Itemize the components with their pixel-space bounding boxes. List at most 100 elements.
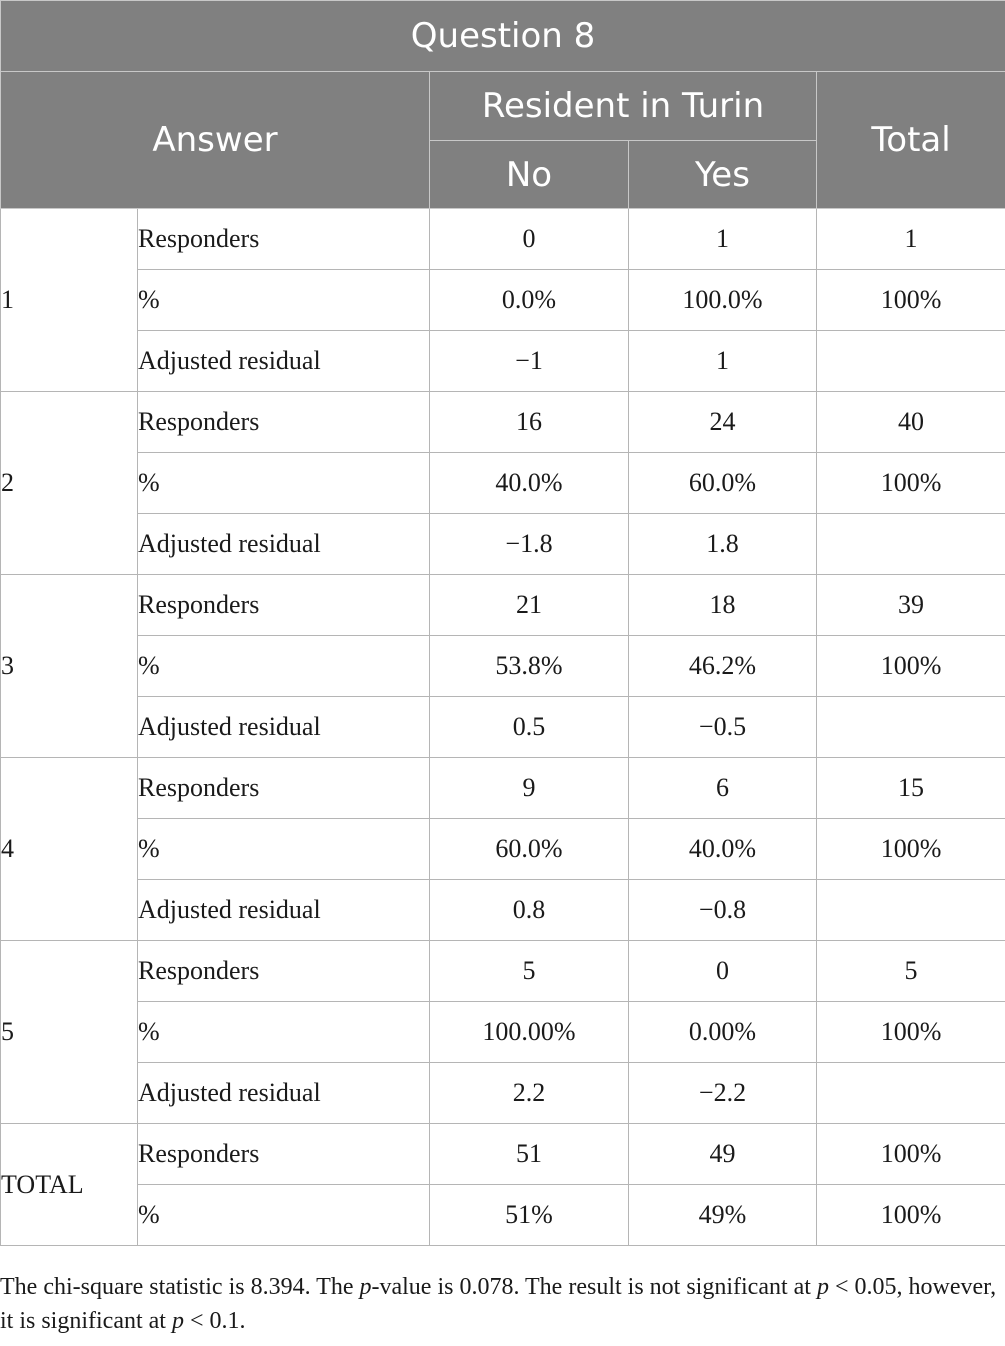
no-value: 16 <box>429 391 629 453</box>
metric-label: Adjusted residual <box>137 696 430 758</box>
answer-group-label: 2 <box>0 391 138 575</box>
table-row: 5 Responders 5 0 5 <box>0 940 1005 1124</box>
no-column-header: No <box>429 140 629 209</box>
total-value: 100% <box>815 818 1005 880</box>
no-value: 2.2 <box>429 1062 629 1124</box>
yes-value: 1 <box>628 330 817 392</box>
total-value <box>815 1062 1005 1124</box>
answer-group-label: 5 <box>0 940 138 1124</box>
table-row: % 40.0% 60.0% 100% <box>1 452 1005 514</box>
no-value: 60.0% <box>429 818 629 880</box>
no-value: 40.0% <box>429 452 629 514</box>
yes-value: −0.8 <box>628 879 817 941</box>
metric-label: Adjusted residual <box>137 879 430 941</box>
footnote-text-4: < 0.1. <box>183 1308 246 1334</box>
table-row: % 0.0% 100.0% 100% <box>1 269 1005 331</box>
table-row: % 51% 49% 100% <box>1 1184 1005 1246</box>
answer-group-label: 1 <box>0 208 138 392</box>
table-row: TOTAL Responders 51 49 100% <box>0 1123 1005 1246</box>
total-value: 100% <box>815 1123 1005 1185</box>
no-value: 21 <box>429 574 629 636</box>
metric-label: % <box>137 1001 430 1063</box>
table-row: Adjusted residual 0.8 −0.8 <box>1 879 1005 941</box>
answer-group-label: 4 <box>0 757 138 941</box>
yes-value: 0.00% <box>628 1001 817 1063</box>
metric-label: % <box>137 635 430 697</box>
footnote-p-symbol: p <box>359 1274 372 1300</box>
yes-value: 100.0% <box>628 269 817 331</box>
total-value: 100% <box>815 452 1005 514</box>
table-row: Adjusted residual 0.5 −0.5 <box>1 696 1005 758</box>
metric-label: Adjusted residual <box>137 330 430 392</box>
metric-label: Adjusted residual <box>137 513 430 575</box>
footnote-text-2: -value is 0.078. The result is not signi… <box>371 1274 817 1300</box>
results-table: Question 8 Answer Resident in Turin Tota… <box>0 0 1005 1246</box>
table-row: 3 Responders 21 18 39 <box>0 574 1005 758</box>
metric-label: Adjusted residual <box>137 1062 430 1124</box>
metric-label: Responders <box>137 1123 430 1185</box>
total-value <box>815 513 1005 575</box>
total-value: 1 <box>815 208 1005 270</box>
no-value: 100.00% <box>429 1001 629 1063</box>
yes-value: 6 <box>628 757 817 819</box>
no-value: 0.5 <box>429 696 629 758</box>
footnote-text-1: The chi-square statistic is 8.394. The <box>0 1274 360 1300</box>
footnote-text-3: < 0.05, however, it is significant at <box>0 1274 997 1334</box>
resident-in-turin-header: Resident in Turin <box>429 71 817 141</box>
answer-group-label: TOTAL <box>0 1123 138 1246</box>
total-value: 39 <box>815 574 1005 636</box>
table-title: Question 8 <box>0 0 1005 72</box>
metric-label: % <box>137 1184 430 1246</box>
metric-label: Responders <box>137 757 430 819</box>
total-value: 5 <box>815 940 1005 1002</box>
yes-value: 49% <box>628 1184 817 1246</box>
no-value: 0.8 <box>429 879 629 941</box>
metric-label: Responders <box>137 391 430 453</box>
total-value <box>815 879 1005 941</box>
yes-value: 18 <box>628 574 817 636</box>
table-row: % 60.0% 40.0% 100% <box>1 818 1005 880</box>
total-value: 100% <box>815 1001 1005 1063</box>
total-value: 100% <box>815 635 1005 697</box>
no-value: 9 <box>429 757 629 819</box>
yes-value: −2.2 <box>628 1062 817 1124</box>
yes-value: −0.5 <box>628 696 817 758</box>
total-header: Total <box>815 71 1005 209</box>
yes-value: 60.0% <box>628 452 817 514</box>
yes-value: 1 <box>628 208 817 270</box>
footnote-p-symbol: p <box>816 1274 829 1300</box>
no-value: 0 <box>429 208 629 270</box>
yes-value: 1.8 <box>628 513 817 575</box>
total-value <box>815 696 1005 758</box>
footnote-p-symbol: p <box>171 1308 184 1334</box>
no-value: 5 <box>429 940 629 1002</box>
metric-label: Responders <box>137 940 430 1002</box>
yes-value: 49 <box>628 1123 817 1185</box>
table-row: 4 Responders 9 6 15 <box>0 757 1005 941</box>
yes-value: 24 <box>628 391 817 453</box>
answer-header: Answer <box>0 71 430 209</box>
metric-label: % <box>137 269 430 331</box>
total-value: 40 <box>815 391 1005 453</box>
table-row: % 100.00% 0.00% 100% <box>1 1001 1005 1063</box>
table-row: Adjusted residual −1 1 <box>1 330 1005 392</box>
yes-value: 40.0% <box>628 818 817 880</box>
total-value <box>815 330 1005 392</box>
no-value: 51% <box>429 1184 629 1246</box>
metric-label: % <box>137 818 430 880</box>
total-value: 100% <box>815 269 1005 331</box>
no-value: 53.8% <box>429 635 629 697</box>
table-row: Adjusted residual −1.8 1.8 <box>1 513 1005 575</box>
answer-group-label: 3 <box>0 574 138 758</box>
no-value: −1 <box>429 330 629 392</box>
metric-label: % <box>137 452 430 514</box>
yes-column-header: Yes <box>628 140 817 209</box>
yes-value: 46.2% <box>628 635 817 697</box>
table-row: Adjusted residual 2.2 −2.2 <box>1 1062 1005 1124</box>
total-value: 15 <box>815 757 1005 819</box>
table-row: 2 Responders 16 24 40 <box>0 391 1005 575</box>
no-value: −1.8 <box>429 513 629 575</box>
total-value: 100% <box>815 1184 1005 1246</box>
table-footnote: The chi-square statistic is 8.394. The p… <box>0 1270 1000 1338</box>
no-value: 0.0% <box>429 269 629 331</box>
